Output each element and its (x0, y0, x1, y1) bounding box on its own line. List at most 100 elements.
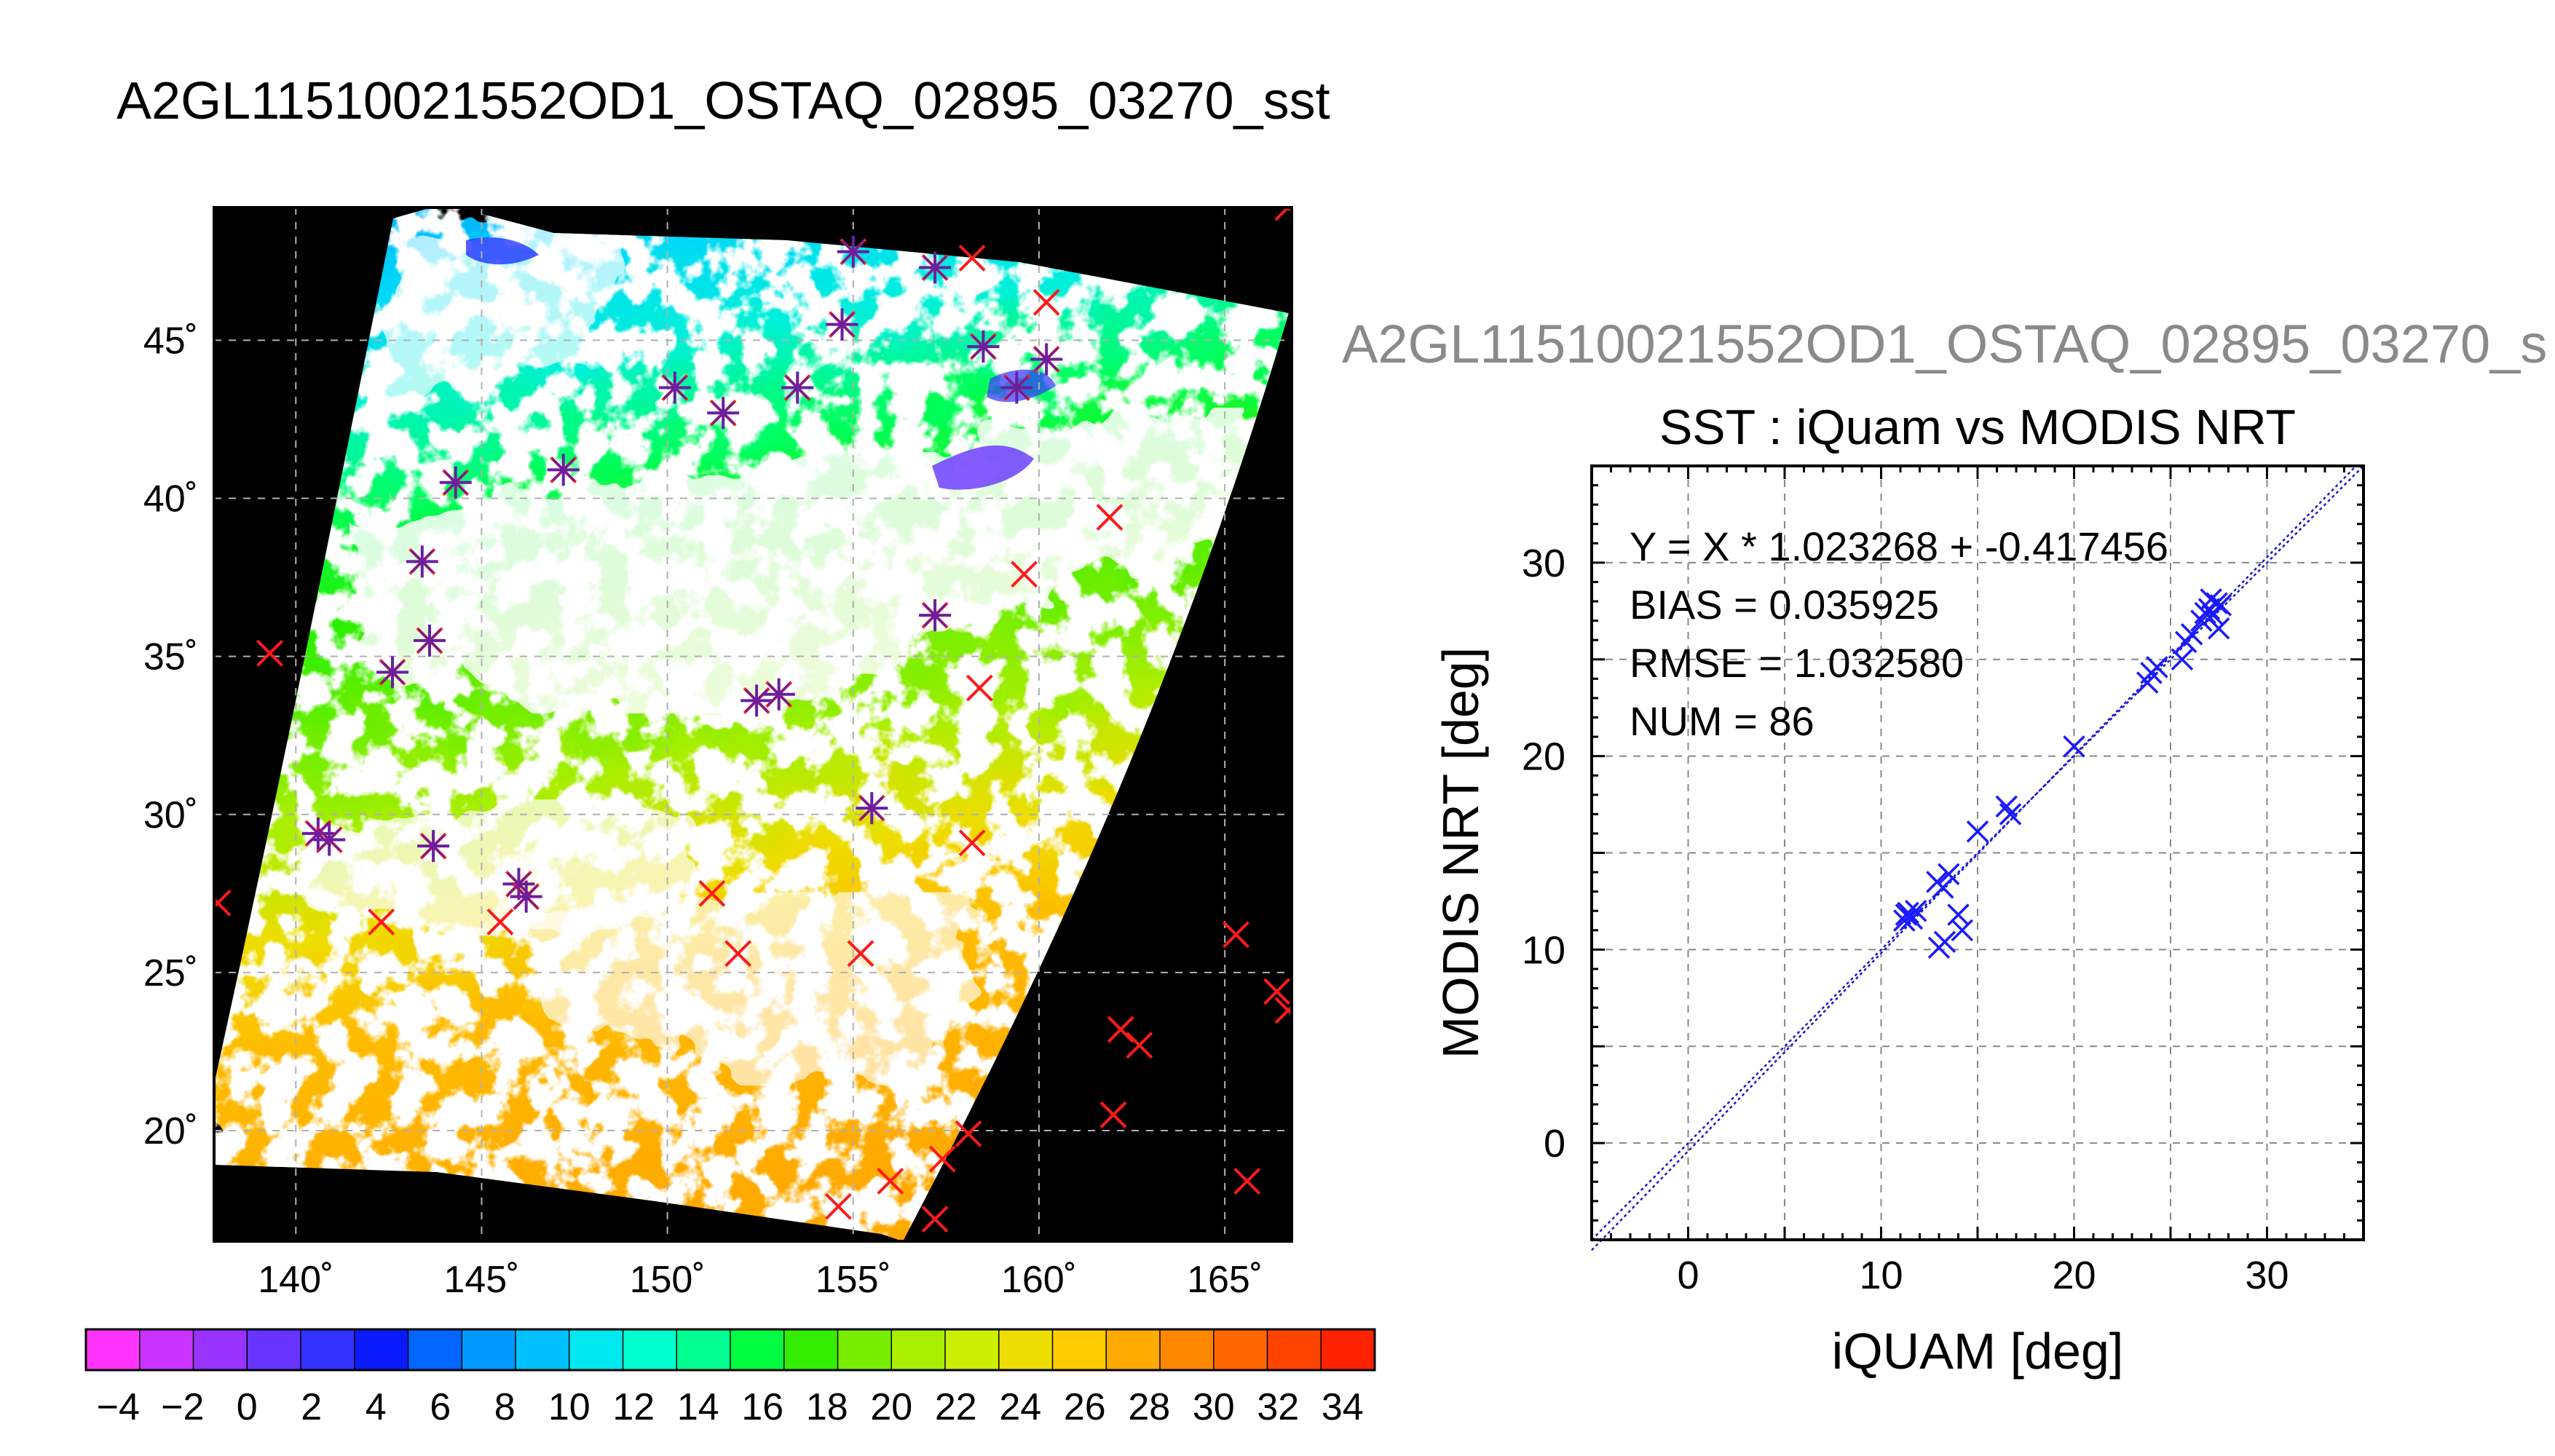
colorbar-swatch (139, 1329, 194, 1370)
colorbar-tick-label: 16 (741, 1386, 783, 1428)
colorbar-tick-label: 14 (677, 1386, 719, 1428)
map-marker-iquam (847, 940, 874, 968)
map-marker (826, 308, 858, 341)
colorbar-tick-label: 12 (612, 1386, 655, 1428)
map-marker (707, 397, 740, 430)
map-marker-match (781, 371, 814, 404)
map-marker (856, 792, 888, 825)
map-marker-match (417, 830, 450, 863)
colorbar-frame (84, 1328, 1376, 1372)
map-marker (1000, 371, 1033, 404)
map-marker-iquam (1107, 1016, 1134, 1043)
colorbar-swatch (1321, 1329, 1375, 1370)
map-marker-iquam (928, 1145, 956, 1173)
map-marker-iquam (1223, 921, 1249, 949)
map-marker (414, 624, 446, 657)
map-marker (919, 251, 952, 284)
colorbar-tick-label: 26 (1064, 1386, 1106, 1428)
scatter-header-title: A2GL11510021552OD1_OSTAQ_02895_03270_s (1342, 314, 2548, 374)
map-marker-match (837, 235, 869, 268)
map-marker-match (406, 545, 438, 578)
colorbar-swatch (945, 1329, 1000, 1370)
map-marker-match (547, 454, 580, 486)
map-marker-match (658, 371, 691, 404)
colorbar-swatch (891, 1329, 946, 1370)
colorbar-tick-label: 0 (237, 1386, 258, 1428)
map-marker-match (414, 624, 446, 657)
colorbar-tick-label: 20 (870, 1386, 912, 1428)
map-marker (877, 1168, 904, 1195)
colorbar-swatch (676, 1329, 731, 1370)
map-marker-match (313, 823, 346, 856)
map-marker-iquam (958, 245, 986, 272)
colorbar-tick-label: 28 (1128, 1386, 1170, 1428)
map-marker (958, 245, 986, 272)
map-marker (1107, 1016, 1134, 1043)
map-marker (547, 454, 580, 486)
map-marker (698, 879, 726, 907)
map-marker (967, 331, 1000, 363)
colorbar-swatch (623, 1329, 677, 1370)
map-marker-iquam (965, 674, 993, 702)
map-marker-iquam (1096, 504, 1124, 531)
map-x-tick-label: 150˚ (630, 1259, 706, 1301)
map-marker (1126, 1032, 1153, 1059)
map-marker (439, 466, 472, 499)
map-marker (919, 599, 952, 632)
map-marker-iquam (486, 908, 514, 935)
map-marker (486, 908, 514, 935)
map-marker-iquam (1011, 561, 1038, 588)
map-marker-match (919, 599, 952, 632)
map-marker (762, 678, 795, 711)
map-marker-match (1000, 371, 1033, 404)
colorbar-swatch (193, 1329, 248, 1370)
map-marker-match (510, 880, 542, 913)
map-y-tick-label: 20˚ (143, 1110, 198, 1152)
colorbar-tick-label: 22 (935, 1386, 977, 1428)
map-y-tick-label: 40˚ (143, 478, 198, 521)
map-marker-match (376, 656, 408, 689)
map-marker (928, 1145, 956, 1173)
colorbar-swatch (354, 1329, 408, 1370)
colorbar-tick-label: 34 (1322, 1386, 1364, 1428)
colorbar-swatch (837, 1329, 892, 1370)
map-marker (1233, 1168, 1261, 1195)
map-marker (1011, 561, 1038, 588)
map-marker-iquam (824, 1192, 852, 1220)
map-marker (847, 940, 874, 968)
map-marker (724, 940, 752, 968)
map-marker (955, 1120, 982, 1147)
map-marker (417, 830, 450, 863)
map-marker (658, 371, 691, 404)
colorbar-tick-label: 4 (366, 1386, 387, 1428)
map-x-tick-label: 145˚ (443, 1259, 519, 1301)
colorbar-swatch (1052, 1329, 1107, 1370)
map-y-tick-label: 25˚ (143, 952, 198, 994)
colorbar-swatch (408, 1329, 462, 1370)
map-y-tick-label: 35˚ (143, 636, 198, 678)
colorbar-swatch (462, 1329, 516, 1370)
map-marker-match (967, 331, 1000, 363)
map-marker (214, 889, 232, 917)
colorbar-swatch (998, 1329, 1053, 1370)
map-marker (368, 908, 395, 935)
colorbar-tick-label: 18 (806, 1386, 848, 1428)
map-marker (510, 880, 542, 913)
map-marker-match (826, 308, 858, 341)
map-marker-iquam (214, 889, 232, 917)
map-marker (741, 684, 773, 717)
colorbar-swatch (301, 1329, 355, 1370)
colorbar-swatch (1213, 1329, 1268, 1370)
colorbar-swatch (86, 1329, 141, 1370)
map-marker-match (856, 792, 888, 825)
map-marker (1223, 921, 1249, 949)
map-marker-match (919, 251, 952, 284)
map-marker (1274, 997, 1292, 1024)
map-marker-match (439, 466, 472, 499)
sst-colorbar: −4 −2 0 2 4 6 8 10 12 14 16 18 20 22 24 26 28 30 32 34 (84, 1328, 1376, 1428)
map-marker-iquam (1263, 978, 1291, 1005)
map-marker (1096, 504, 1124, 531)
map-marker-match (707, 397, 740, 430)
map-marker-iquam (955, 1120, 982, 1147)
